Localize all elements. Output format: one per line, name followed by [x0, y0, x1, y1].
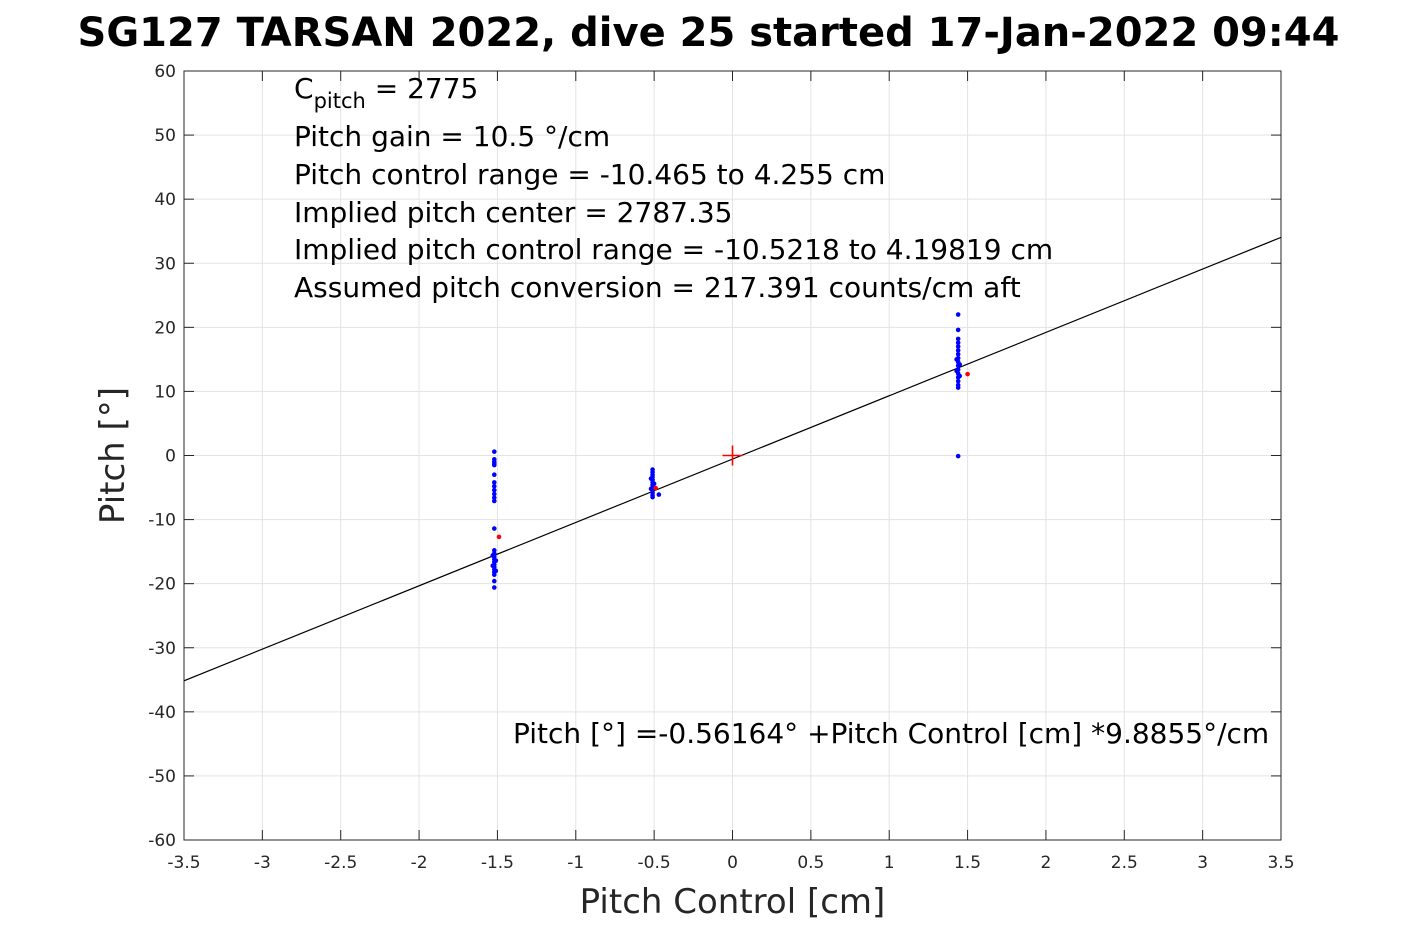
data-point — [491, 548, 497, 553]
data-point — [491, 491, 497, 497]
x-tick-label: 1 — [884, 853, 895, 873]
data-point — [491, 462, 497, 468]
data-point — [490, 553, 496, 558]
data-point — [491, 483, 497, 489]
x-tick-label: -0.5 — [638, 853, 671, 873]
data-point — [651, 481, 657, 486]
c-pitch-subscript: pitch — [314, 89, 366, 113]
data-point — [491, 480, 497, 485]
x-tick-label: 2 — [1041, 853, 1052, 873]
data-point — [653, 485, 659, 491]
y-tick-label: 40 — [154, 190, 176, 210]
data-point — [491, 578, 497, 584]
data-point — [491, 526, 497, 531]
data-point — [491, 585, 497, 590]
center-marker — [722, 445, 743, 466]
y-tick-label: -50 — [148, 767, 176, 787]
x-axis-label: Pitch Control [cm] — [580, 882, 886, 922]
x-tick-label: 0.5 — [797, 853, 824, 873]
y-tick-label: 20 — [154, 318, 176, 338]
data-point — [954, 357, 959, 362]
data-point — [491, 449, 497, 454]
data-point — [955, 340, 961, 346]
y-tick-label: -40 — [148, 703, 176, 723]
y-tick-label: -30 — [148, 639, 176, 659]
y-tick-label: 0 — [165, 447, 176, 467]
annotation-pitch-gain: Pitch gain = 10.5 °/cm — [294, 120, 610, 153]
data-point — [955, 351, 961, 357]
data-points — [490, 312, 970, 590]
y-tick-label: -10 — [148, 511, 176, 531]
data-point — [491, 572, 497, 577]
x-tick-label: 2.5 — [1111, 853, 1138, 873]
y-axis-label: Pitch [°] — [93, 387, 133, 524]
data-point — [955, 312, 961, 317]
data-point — [955, 336, 961, 342]
y-tick-label: -20 — [148, 575, 176, 595]
x-tick-label: -1.5 — [481, 853, 514, 873]
data-point — [491, 495, 497, 501]
y-tick-labels: -60 -50 -40 -30 -20 -10 0 10 20 30 40 50 60 — [148, 62, 176, 851]
annotation-implied-pitch-center: Implied pitch center = 2787.35 — [294, 196, 732, 229]
data-point — [954, 368, 959, 374]
data-point — [957, 362, 963, 367]
data-point — [496, 534, 502, 540]
x-tick-label: -2 — [411, 853, 428, 873]
x-tick-label: -1 — [567, 853, 584, 873]
annotation-pitch-control-range: Pitch control range = -10.465 to 4.255 c… — [294, 158, 885, 191]
data-point — [491, 498, 497, 504]
annotation-block: Cpitch = 2775 Pitch gain = 10.5 °/cm Pit… — [294, 72, 1053, 304]
x-tick-labels: -3.5 -3 -2.5 -2 -1.5 -1 -0.5 0 0.5 1 1.5 2 2.5 3 3.5 — [167, 853, 1294, 873]
data-point — [493, 558, 499, 563]
data-point — [955, 385, 961, 390]
y-tick-label: 30 — [154, 254, 176, 274]
c-pitch-symbol: C — [294, 72, 314, 105]
data-point — [957, 373, 963, 379]
series-0 — [490, 312, 963, 590]
data-point — [656, 492, 662, 497]
x-tick-label: 1.5 — [954, 853, 981, 873]
x-tick-label: 3 — [1197, 853, 1208, 873]
data-point — [955, 348, 961, 353]
data-point — [491, 487, 497, 493]
y-tick-label: 60 — [154, 62, 176, 82]
annotation-assumed-pitch-conversion: Assumed pitch conversion = 217.391 count… — [294, 271, 1021, 304]
x-tick-label: 3.5 — [1267, 853, 1294, 873]
data-point — [650, 494, 655, 500]
x-tick-label: 0 — [727, 853, 738, 873]
annotation-c-pitch: Cpitch = 2775 — [294, 72, 478, 113]
data-point — [955, 344, 961, 349]
x-tick-label: -2.5 — [324, 853, 357, 873]
data-point — [955, 378, 961, 384]
x-tick-label: -3.5 — [167, 853, 200, 873]
y-tick-label: 10 — [154, 382, 176, 402]
c-pitch-value: = 2775 — [366, 72, 479, 105]
fit-equation: Pitch [°] =-0.56164° +Pitch Control [cm]… — [513, 717, 1269, 750]
data-point — [491, 472, 497, 478]
axis-ticks — [183, 70, 1282, 841]
data-point — [648, 486, 654, 492]
y-tick-label: -60 — [148, 831, 176, 851]
x-tick-label: -3 — [254, 853, 271, 873]
annotation-implied-pitch-control-range: Implied pitch control range = -10.5218 t… — [294, 233, 1053, 266]
data-point — [955, 453, 961, 459]
series-1 — [496, 371, 970, 540]
chart-title: SG127 TARSAN 2022, dive 25 started 17-Ja… — [77, 10, 1340, 56]
data-point — [648, 476, 654, 481]
data-point — [965, 371, 970, 377]
data-point — [490, 563, 496, 569]
data-point — [493, 568, 499, 574]
data-point — [955, 327, 961, 333]
y-tick-label: 50 — [154, 126, 176, 146]
